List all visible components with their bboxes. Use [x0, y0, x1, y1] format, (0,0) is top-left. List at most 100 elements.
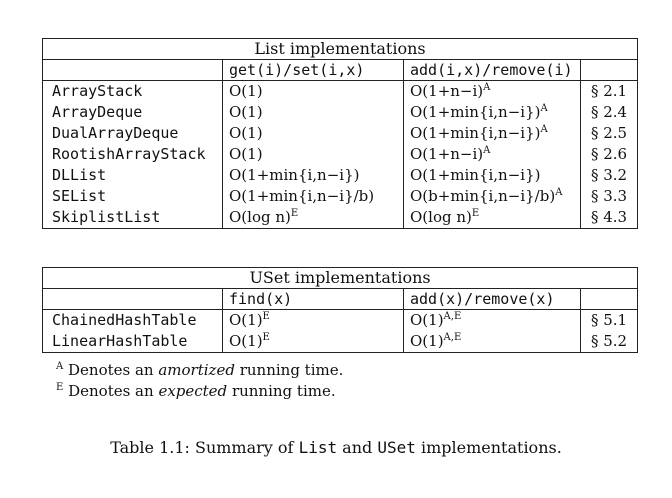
- complexity-superscript: A: [555, 187, 563, 198]
- complexity-text: O(1+min{i,n−i}): [410, 166, 541, 184]
- footnote-mark: A: [56, 361, 64, 372]
- section-ref-text: § 4.3: [590, 208, 628, 226]
- section-ref-cell: § 2.5: [579, 123, 639, 144]
- section-ref-text: § 2.6: [590, 145, 628, 163]
- list-header-add-remove: add(i,x)/remove(i): [403, 59, 581, 81]
- section-ref-cell: § 3.2: [579, 165, 639, 186]
- impl-name-text: RootishArrayStack: [52, 145, 206, 163]
- impl-name-cell: ChainedHashTable: [42, 309, 223, 331]
- list-header-get-set: get(i)/set(i,x): [222, 59, 404, 81]
- complexity-cell: O(1)A,E: [403, 309, 581, 331]
- complexity-text: O(1): [410, 311, 444, 329]
- complexity-superscript: E: [471, 208, 480, 219]
- complexity-cell: O(1+min{i,n−i}): [222, 165, 404, 186]
- footnote-expected: E Denotes an expected running time.: [56, 381, 343, 402]
- impl-name-cell: ArrayDeque: [42, 102, 223, 123]
- complexity-text: O(log n): [410, 208, 472, 226]
- complexity-superscript: E: [262, 332, 270, 343]
- impl-name-text: LinearHashTable: [52, 332, 188, 350]
- complexity-cell: O(1+n−i)A: [403, 80, 581, 102]
- complexity-text: O(1): [410, 332, 444, 350]
- impl-name-text: SEList: [52, 187, 107, 205]
- footnote-emphasis: expected: [158, 382, 228, 400]
- table-row: DLList O(1+min{i,n−i}) O(1+min{i,n−i}) § 3.…: [42, 165, 639, 186]
- uset-header-ref: [579, 288, 639, 310]
- uset-header-add-remove: add(x)/remove(x): [403, 288, 581, 310]
- complexity-cell: O(log n)E: [403, 207, 581, 229]
- section-ref-text: § 3.2: [590, 166, 628, 184]
- complexity-text: O(log n): [229, 208, 291, 226]
- section-ref-cell: § 2.1: [579, 80, 639, 102]
- impl-name-cell: DLList: [42, 165, 223, 186]
- section-ref-text: § 2.4: [590, 103, 628, 121]
- complexity-text: O(b+min{i,n−i}/b): [410, 187, 556, 205]
- complexity-text: O(1+min{i,n−i}/b): [229, 187, 375, 205]
- footnotes: A Denotes an amortized running time. E D…: [56, 360, 343, 402]
- complexity-superscript: E: [290, 208, 299, 219]
- complexity-cell: O(1+min{i,n−i}/b): [222, 186, 404, 207]
- list-implementations-table: List implementations get(i)/set(i,x) add…: [41, 38, 639, 229]
- footnote-mark: E: [56, 382, 64, 393]
- uset-implementations-table: USet implementations find(x) add(x)/remo…: [41, 267, 639, 353]
- table-caption: Table 1.1: Summary of List and USet impl…: [0, 438, 672, 457]
- caption-text: and: [337, 438, 378, 457]
- footnote-text: Denotes an: [68, 382, 159, 400]
- table-row: ChainedHashTable O(1) E O(1)A,E § 5.1: [42, 309, 639, 331]
- table-row: ArrayStack O(1) O(1+n−i)A § 2.1: [42, 80, 639, 102]
- complexity-superscript: A: [483, 145, 491, 156]
- impl-name-text: ChainedHashTable: [52, 311, 197, 329]
- impl-name-text: ArrayStack: [52, 82, 143, 100]
- complexity-text: O(1): [229, 103, 263, 121]
- complexity-text: O(1+min{i,n−i}): [410, 103, 541, 121]
- complexity-superscript: E: [262, 311, 270, 322]
- uset-table-title: USet implementations: [41, 267, 639, 289]
- uset-header-name: [42, 288, 223, 310]
- complexity-text: O(1+n−i): [410, 145, 484, 163]
- impl-name-text: DLList: [52, 166, 107, 184]
- complexity-superscript: A: [483, 82, 491, 93]
- complexity-cell: O(1)E: [222, 331, 404, 353]
- complexity-cell: O(b+min{i,n−i}/b)A: [403, 186, 581, 207]
- impl-name-text: ArrayDeque: [52, 103, 143, 121]
- impl-name-cell: SEList: [42, 186, 223, 207]
- table-row: SEList O(1+min{i,n−i}/b) O(b+min{i,n−i}/b)…: [42, 186, 639, 207]
- section-ref-text: § 3.3: [590, 187, 628, 205]
- table-row: LinearHashTable O(1)E O(1)A,E § 5.2: [42, 331, 639, 353]
- complexity-cell: O(log n)E: [222, 207, 404, 229]
- complexity-cell: O(1+min{i,n−i})A: [403, 102, 581, 123]
- list-header-name: [42, 59, 223, 81]
- complexity-superscript: A,E: [443, 332, 462, 343]
- complexity-cell: O(1): [222, 123, 404, 144]
- complexity-text: O(1): [229, 124, 263, 142]
- complexity-cell: O(1+min{i,n−i}): [403, 165, 581, 186]
- complexity-superscript: A: [540, 103, 548, 114]
- complexity-text: O(1+min{i,n−i}): [410, 124, 541, 142]
- uset-header-find: find(x): [222, 288, 404, 310]
- footnote-emphasis: amortized: [158, 361, 235, 379]
- impl-name-cell: ArrayStack: [42, 80, 223, 102]
- section-ref-text: § 5.1: [590, 311, 628, 329]
- complexity-cell: O(1+min{i,n−i})A: [403, 123, 581, 144]
- section-ref-cell: § 2.4: [579, 102, 639, 123]
- caption-text: implementations.: [415, 438, 562, 457]
- section-ref-cell: § 3.3: [579, 186, 639, 207]
- complexity-cell: O(1)A,E: [403, 331, 581, 353]
- caption-code-uset: USet: [377, 438, 416, 457]
- impl-name-cell: LinearHashTable: [42, 331, 223, 353]
- complexity-text: O(1+min{i,n−i}): [229, 166, 360, 184]
- list-table-title: List implementations: [41, 38, 639, 60]
- footnote-text: running time.: [234, 361, 344, 379]
- impl-name-text: SkiplistList: [52, 208, 161, 226]
- complexity-text: O(1): [229, 145, 263, 163]
- footnote-amortized: A Denotes an amortized running time.: [56, 360, 343, 381]
- section-ref-cell: § 5.1: [579, 309, 639, 331]
- complexity-text: O(1): [229, 332, 263, 350]
- caption-code-list: List: [298, 438, 338, 457]
- footnote-text: Denotes an: [68, 361, 159, 379]
- complexity-text: O(1+n−i): [410, 82, 484, 100]
- table-row: SkiplistList O(log n)E O(log n)E § 4.3: [42, 207, 639, 229]
- section-ref-text: § 2.5: [590, 124, 628, 142]
- section-ref-text: § 5.2: [590, 332, 628, 350]
- table-row: DualArrayDeque O(1) O(1+min{i,n−i})A § 2.5: [42, 123, 639, 144]
- complexity-text: O(1): [229, 82, 263, 100]
